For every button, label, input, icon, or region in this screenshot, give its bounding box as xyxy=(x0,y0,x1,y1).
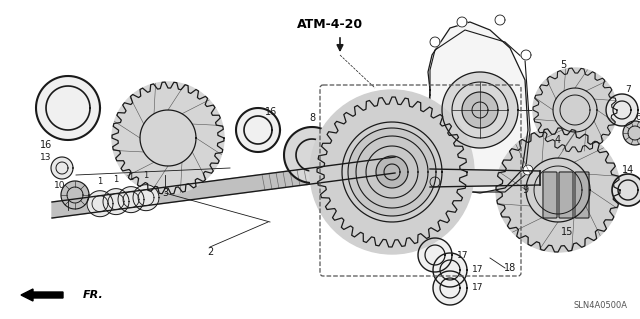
Circle shape xyxy=(442,72,518,148)
Circle shape xyxy=(236,108,280,152)
Text: 2: 2 xyxy=(207,247,213,257)
Text: 17: 17 xyxy=(472,284,484,293)
Circle shape xyxy=(430,177,440,187)
Text: 1: 1 xyxy=(113,175,118,184)
Circle shape xyxy=(36,76,100,140)
Circle shape xyxy=(310,90,474,254)
Polygon shape xyxy=(430,169,540,187)
Text: 17: 17 xyxy=(457,250,468,259)
Circle shape xyxy=(523,165,533,175)
Circle shape xyxy=(348,128,436,216)
Circle shape xyxy=(418,238,452,272)
Circle shape xyxy=(284,127,340,183)
Text: 6: 6 xyxy=(635,114,640,122)
FancyBboxPatch shape xyxy=(575,172,589,218)
Text: FR.: FR. xyxy=(83,290,104,300)
Circle shape xyxy=(623,121,640,145)
Text: 9: 9 xyxy=(522,185,528,195)
Polygon shape xyxy=(52,157,395,218)
Text: 1: 1 xyxy=(129,173,134,182)
Text: 1: 1 xyxy=(143,171,148,180)
Text: 7: 7 xyxy=(625,85,631,94)
Circle shape xyxy=(61,181,89,209)
Text: 17: 17 xyxy=(472,265,484,275)
Text: 8: 8 xyxy=(309,113,315,123)
Circle shape xyxy=(495,15,505,25)
Text: 5: 5 xyxy=(560,60,566,70)
Circle shape xyxy=(118,187,144,213)
Circle shape xyxy=(612,174,640,206)
Text: 10: 10 xyxy=(54,181,66,189)
Circle shape xyxy=(521,50,531,60)
Text: 13: 13 xyxy=(40,153,52,162)
FancyArrow shape xyxy=(21,289,63,301)
Text: 4: 4 xyxy=(555,135,561,145)
Text: 18: 18 xyxy=(504,263,516,273)
Circle shape xyxy=(462,92,498,128)
Circle shape xyxy=(606,94,638,126)
Circle shape xyxy=(87,191,113,217)
FancyBboxPatch shape xyxy=(543,172,557,218)
Text: 3: 3 xyxy=(162,188,168,198)
Circle shape xyxy=(496,128,620,252)
FancyBboxPatch shape xyxy=(559,172,573,218)
Text: 1: 1 xyxy=(97,177,102,186)
Circle shape xyxy=(533,68,617,152)
Text: ATM-4-20: ATM-4-20 xyxy=(297,19,363,32)
Text: 14: 14 xyxy=(622,165,634,175)
Circle shape xyxy=(112,82,224,194)
Circle shape xyxy=(51,157,73,179)
Circle shape xyxy=(433,271,467,305)
Text: 16: 16 xyxy=(265,107,277,117)
Circle shape xyxy=(133,185,159,211)
Polygon shape xyxy=(427,22,528,193)
Circle shape xyxy=(103,189,129,215)
Circle shape xyxy=(376,156,408,188)
Circle shape xyxy=(433,253,467,287)
Circle shape xyxy=(457,17,467,27)
Text: SLN4A0500A: SLN4A0500A xyxy=(573,300,627,309)
Text: 16: 16 xyxy=(40,140,52,150)
Circle shape xyxy=(430,37,440,47)
Text: 15: 15 xyxy=(561,227,573,237)
